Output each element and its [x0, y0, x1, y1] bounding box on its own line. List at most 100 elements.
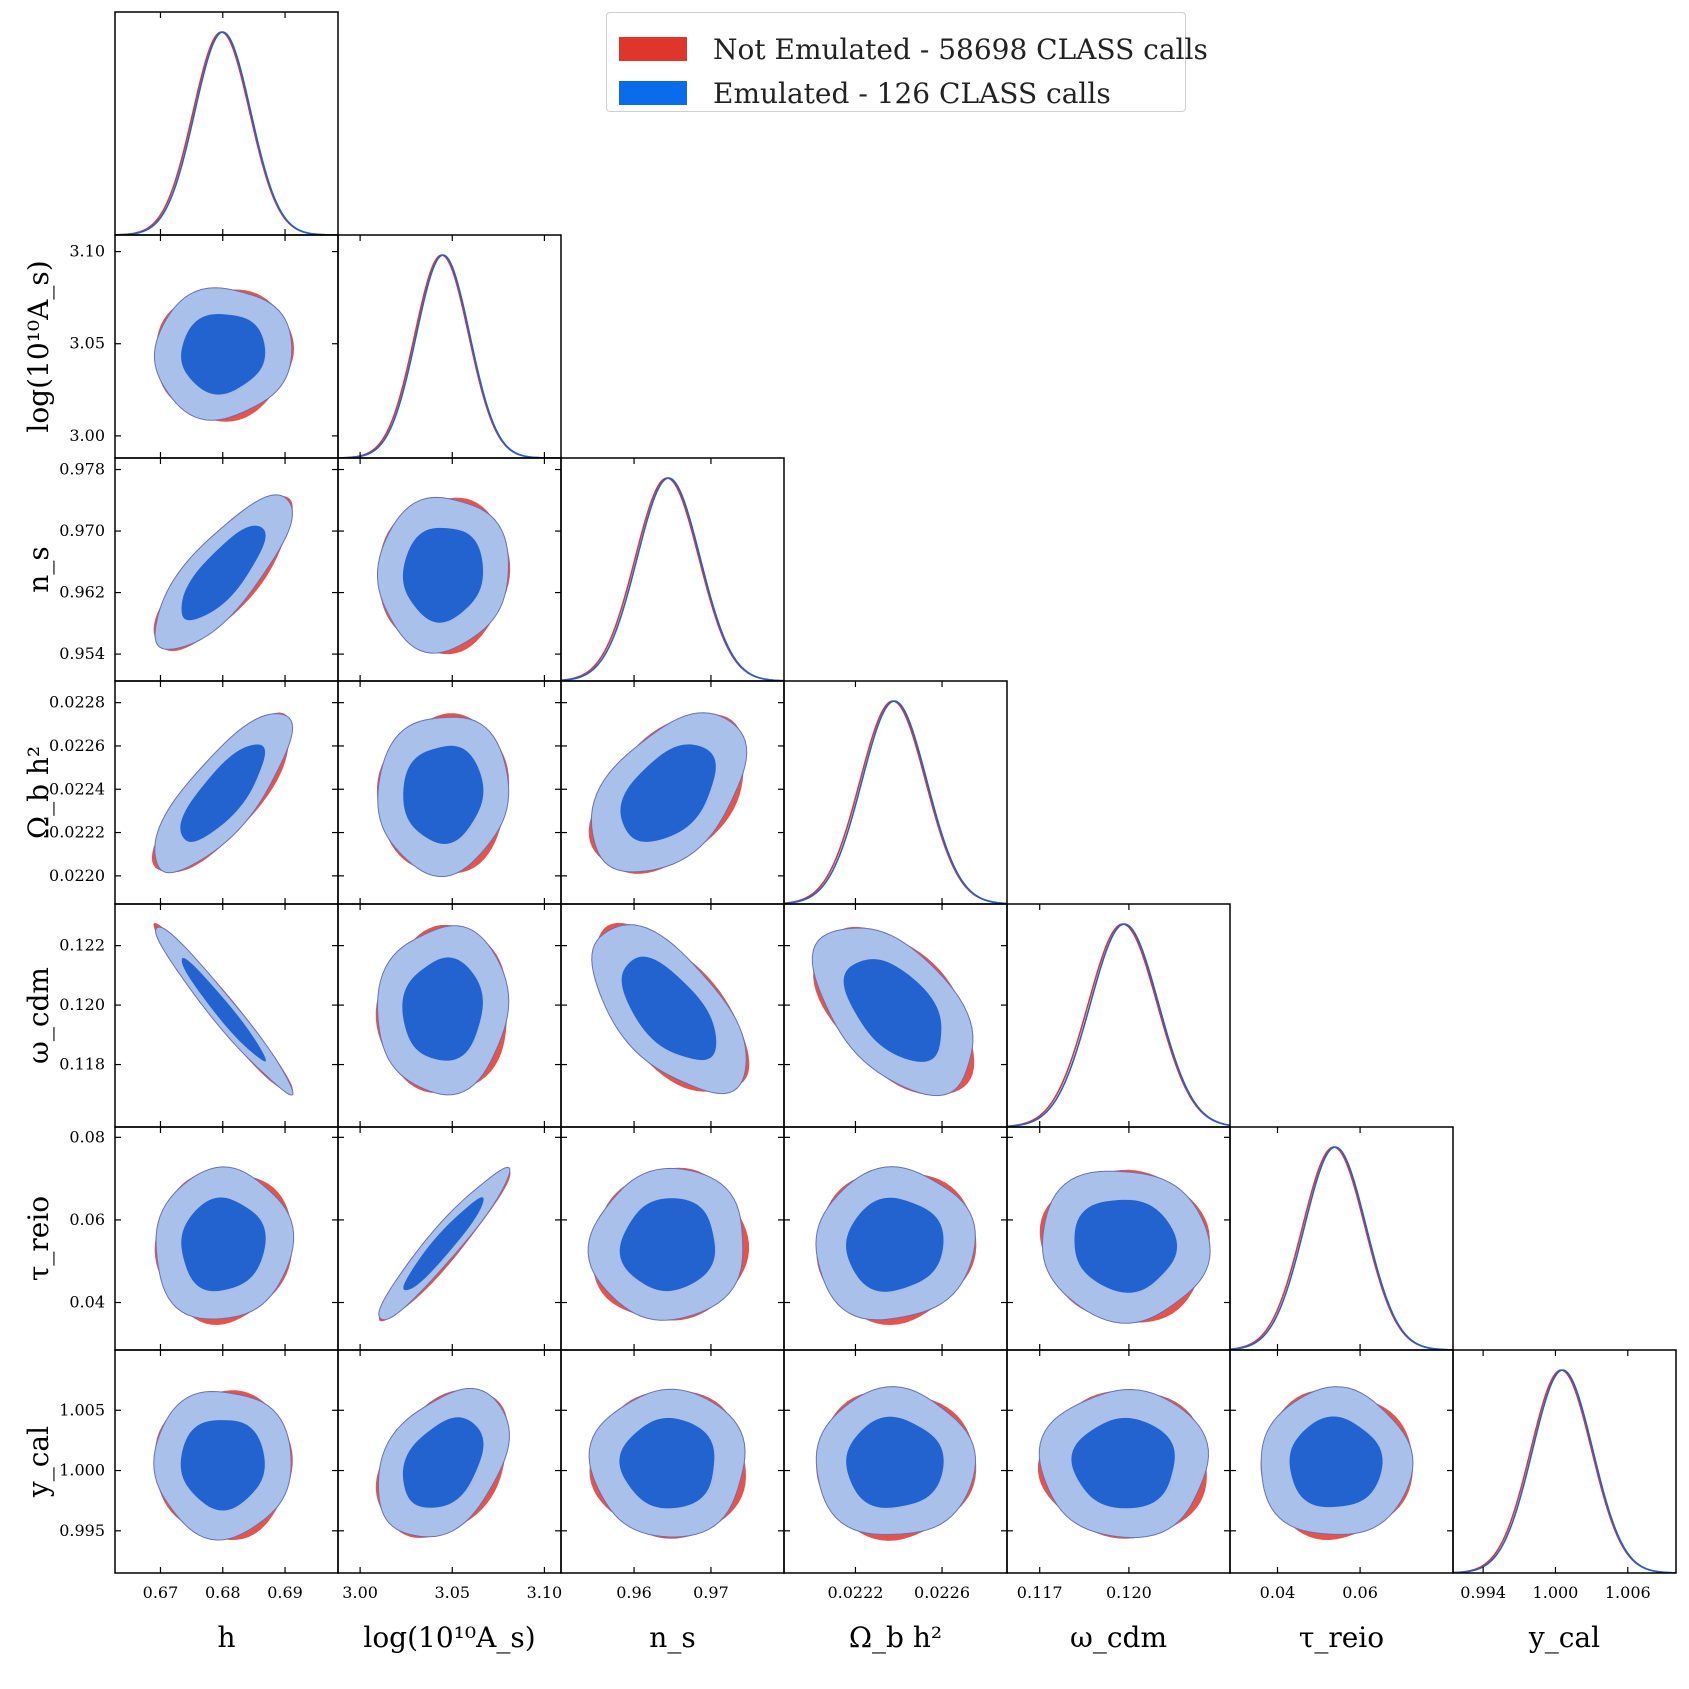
- y-tick-label-ns-0: 0.954: [59, 644, 105, 663]
- panel-tau-omcdm: [1006, 1126, 1231, 1351]
- marginal-line-not-emulated-h: [115, 31, 338, 235]
- y-tick-label-omcdm-1: 0.120: [59, 995, 105, 1014]
- panel-ycal-h: [114, 1349, 339, 1574]
- panel-frame-ycal-ycal: [1452, 1349, 1677, 1574]
- panel-body-ycal-h: [153, 1390, 293, 1541]
- x-tick-label-tau-0: 0.04: [1260, 1583, 1296, 1602]
- panel-ycal-tau: [1229, 1349, 1454, 1574]
- contour-68-emulated-ycal-omcdm: [1071, 1417, 1175, 1509]
- y-tick-label-ns-2: 0.970: [59, 521, 105, 540]
- panel-ycal-ombh2: [783, 1349, 1008, 1574]
- panel-body-ns-ns: [561, 477, 784, 681]
- marginal-line-not-emulated-ombh2: [784, 700, 1007, 904]
- panel-ombh2-h: [114, 680, 339, 905]
- contour-68-emulated-omcdm-logA: [402, 957, 483, 1061]
- panel-body-ombh2-h: [151, 712, 294, 874]
- x-tick-label-tau-1: 0.06: [1342, 1583, 1378, 1602]
- panel-body-ombh2-ns: [588, 712, 748, 874]
- y-axis-label-logA: log(10¹⁰A_s): [22, 260, 55, 432]
- panel-body-logA-h: [153, 287, 295, 422]
- panel-h-h: [114, 11, 339, 236]
- x-tick-label-ycal-1: 1.000: [1533, 1583, 1579, 1602]
- contour-68-emulated-ycal-ns: [619, 1417, 715, 1509]
- legend-item-not-emulated: Not Emulated - 58698 CLASS calls: [619, 31, 1208, 67]
- panel-body-omcdm-ns: [591, 922, 750, 1095]
- contour-68-emulated-omcdm-h: [181, 957, 266, 1062]
- panel-body-logA-logA: [338, 254, 561, 458]
- contour-68-emulated-tau-omcdm: [1074, 1199, 1178, 1293]
- panel-frame-h-h: [114, 11, 339, 236]
- panel-body-ycal-ns: [588, 1388, 746, 1539]
- panel-ombh2-logA: [337, 680, 562, 905]
- x-tick-label-logA-2: 3.10: [527, 1583, 563, 1602]
- x-tick-label-ns-1: 0.97: [693, 1583, 729, 1602]
- panel-body-tau-ns: [587, 1167, 750, 1321]
- x-tick-label-omcdm-1: 0.120: [1106, 1583, 1152, 1602]
- y-axis-label-omcdm: ω_cdm: [22, 967, 55, 1064]
- panel-body-tau-omcdm: [1039, 1169, 1211, 1324]
- panel-frame-logA-logA: [337, 234, 562, 459]
- contour-68-emulated-ns-h: [181, 525, 266, 621]
- panel-body-tau-tau: [1230, 1146, 1453, 1350]
- x-tick-label-omcdm-0: 0.117: [1017, 1583, 1063, 1602]
- contour-68-emulated-ombh2-h: [180, 744, 266, 842]
- panel-omcdm-h: [114, 903, 339, 1128]
- legend-label-emulated: Emulated - 126 CLASS calls: [713, 76, 1111, 110]
- legend-swatch-emulated: [619, 81, 687, 105]
- panel-body-ycal-logA: [375, 1388, 510, 1539]
- panel-body-omcdm-logA: [375, 924, 510, 1096]
- x-tick-label-ycal-2: 1.006: [1605, 1583, 1651, 1602]
- panel-ombh2-ns: [560, 680, 785, 905]
- y-tick-label-ns-3: 0.978: [59, 460, 105, 479]
- panel-logA-logA: [337, 234, 562, 459]
- panel-body-ombh2-logA: [376, 713, 510, 878]
- y-axis-label-ycal: y_cal: [22, 1426, 55, 1498]
- panel-body-ombh2-ombh2: [784, 700, 1007, 904]
- legend-label-not-emulated: Not Emulated - 58698 CLASS calls: [713, 32, 1208, 66]
- legend-swatch-not-emulated: [619, 37, 687, 61]
- y-axis-label-ombh2: Ω_b h²: [22, 746, 55, 839]
- panel-frame-omcdm-omcdm: [1006, 903, 1231, 1128]
- contour-68-emulated-ombh2-ns: [620, 744, 716, 842]
- contour-68-emulated-ns-logA: [402, 527, 484, 623]
- x-axis-label-logA: log(10¹⁰A_s): [363, 1621, 535, 1654]
- panel-body-h-h: [115, 31, 338, 235]
- contour-68-emulated-omcdm-ombh2: [843, 959, 942, 1062]
- x-tick-label-ycal-0: 0.994: [1460, 1583, 1506, 1602]
- panel-frame-ombh2-ombh2: [783, 680, 1008, 905]
- y-tick-label-ombh2-2: 0.0224: [49, 779, 105, 798]
- panel-body-ycal-ycal: [1453, 1369, 1676, 1573]
- panel-tau-ns: [560, 1126, 785, 1351]
- y-tick-label-tau-0: 0.04: [69, 1293, 105, 1312]
- panel-tau-h: [114, 1126, 339, 1351]
- contour-68-emulated-tau-h: [181, 1197, 266, 1292]
- y-tick-label-omcdm-0: 0.118: [59, 1055, 105, 1074]
- panel-ns-logA: [337, 457, 562, 682]
- panel-ycal-omcdm: [1006, 1349, 1231, 1574]
- panel-ns-h: [114, 457, 339, 682]
- panel-omcdm-ombh2: [783, 903, 1008, 1128]
- panel-omcdm-ns: [560, 903, 785, 1128]
- x-tick-label-ombh2-0: 0.0222: [827, 1583, 883, 1602]
- x-tick-label-h-1: 0.68: [205, 1583, 241, 1602]
- y-tick-label-ombh2-3: 0.0226: [49, 736, 105, 755]
- panel-body-omcdm-h: [153, 922, 294, 1096]
- contour-68-emulated-tau-ns: [619, 1198, 716, 1292]
- marginal-line-not-emulated-omcdm: [1007, 923, 1230, 1127]
- y-tick-label-ycal-2: 1.005: [59, 1400, 105, 1419]
- contour-68-emulated-ombh2-logA: [403, 745, 484, 844]
- y-tick-label-logA-2: 3.10: [69, 242, 105, 261]
- contour-68-emulated-ycal-h: [180, 1420, 265, 1511]
- contour-68-emulated-tau-logA: [403, 1197, 484, 1291]
- marginal-line-not-emulated-ns: [561, 477, 784, 681]
- x-tick-label-logA-1: 3.05: [434, 1583, 470, 1602]
- x-axis-label-h: h: [217, 1621, 235, 1654]
- contour-68-emulated-logA-h: [181, 314, 266, 395]
- marginal-line-emulated-ycal: [1453, 1369, 1676, 1573]
- panel-body-omcdm-ombh2: [811, 926, 975, 1097]
- panel-ycal-logA: [337, 1349, 562, 1574]
- y-tick-label-logA-1: 3.05: [69, 334, 105, 353]
- panel-ycal-ycal: [1452, 1349, 1677, 1574]
- x-axis-label-tau: τ_reio: [1299, 1621, 1384, 1654]
- marginal-line-not-emulated-tau: [1230, 1146, 1453, 1350]
